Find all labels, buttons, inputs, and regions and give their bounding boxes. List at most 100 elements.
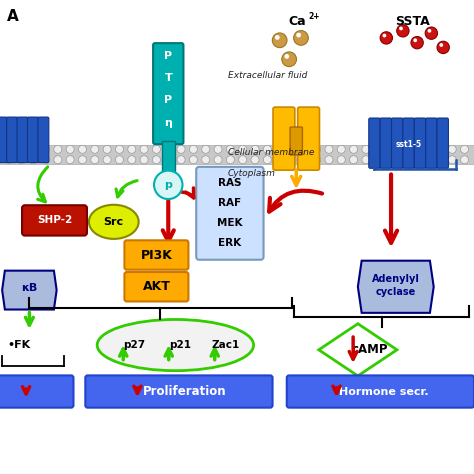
Circle shape [387, 146, 395, 154]
Circle shape [411, 146, 419, 154]
Circle shape [79, 146, 86, 154]
Text: ERK: ERK [219, 238, 241, 248]
FancyBboxPatch shape [298, 107, 319, 170]
Text: Zac1: Zac1 [212, 340, 240, 350]
FancyBboxPatch shape [22, 205, 87, 236]
Circle shape [383, 34, 386, 37]
Circle shape [424, 155, 432, 164]
Circle shape [411, 155, 419, 164]
Circle shape [251, 155, 259, 164]
Text: PI3K: PI3K [140, 248, 173, 262]
Circle shape [66, 155, 74, 164]
Text: κB: κB [21, 283, 37, 293]
FancyBboxPatch shape [0, 375, 73, 408]
Circle shape [313, 146, 320, 154]
Text: Ca: Ca [288, 15, 306, 28]
Text: SHP-2: SHP-2 [37, 215, 72, 226]
Circle shape [301, 155, 309, 164]
FancyBboxPatch shape [7, 117, 18, 163]
FancyBboxPatch shape [0, 145, 474, 164]
Circle shape [17, 155, 25, 164]
Circle shape [79, 155, 86, 164]
Circle shape [448, 146, 456, 154]
Circle shape [425, 27, 438, 39]
Circle shape [116, 146, 123, 154]
FancyBboxPatch shape [426, 118, 437, 168]
Circle shape [461, 155, 469, 164]
Circle shape [264, 146, 271, 154]
Circle shape [296, 33, 301, 37]
Polygon shape [2, 271, 57, 310]
Circle shape [288, 155, 296, 164]
Circle shape [294, 30, 308, 45]
Text: Src: Src [104, 217, 124, 227]
Circle shape [301, 146, 309, 154]
Circle shape [439, 43, 443, 47]
Polygon shape [358, 261, 434, 313]
Circle shape [227, 146, 234, 154]
Circle shape [313, 155, 320, 164]
Circle shape [424, 146, 432, 154]
Circle shape [103, 146, 111, 154]
FancyBboxPatch shape [369, 118, 380, 168]
Circle shape [399, 27, 403, 30]
Circle shape [337, 146, 345, 154]
Circle shape [128, 146, 136, 154]
Circle shape [275, 35, 280, 40]
Text: SSTA: SSTA [395, 15, 430, 28]
Ellipse shape [97, 319, 254, 371]
Text: p27: p27 [124, 340, 146, 350]
Polygon shape [319, 324, 397, 376]
Text: p: p [164, 180, 172, 190]
Circle shape [461, 146, 469, 154]
Circle shape [411, 36, 423, 49]
Circle shape [374, 155, 383, 164]
Text: p21: p21 [169, 340, 191, 350]
Text: cAMP: cAMP [351, 343, 388, 356]
FancyBboxPatch shape [153, 43, 183, 144]
Circle shape [214, 155, 222, 164]
Circle shape [362, 155, 370, 164]
Circle shape [272, 33, 287, 47]
Text: η: η [164, 118, 172, 128]
Circle shape [387, 155, 395, 164]
FancyBboxPatch shape [392, 118, 403, 168]
Text: Hormone secr.: Hormone secr. [339, 386, 429, 397]
Circle shape [202, 155, 210, 164]
Circle shape [66, 146, 74, 154]
Circle shape [17, 146, 25, 154]
Text: MEK: MEK [217, 218, 243, 228]
Circle shape [437, 41, 449, 54]
Circle shape [177, 155, 185, 164]
Circle shape [153, 146, 161, 154]
Circle shape [154, 171, 182, 199]
Circle shape [153, 155, 161, 164]
Circle shape [380, 32, 392, 44]
Circle shape [91, 146, 99, 154]
Circle shape [29, 155, 37, 164]
Circle shape [264, 155, 271, 164]
Text: AKT: AKT [143, 280, 170, 293]
Circle shape [325, 146, 333, 154]
Circle shape [374, 146, 383, 154]
FancyBboxPatch shape [85, 375, 273, 408]
Circle shape [239, 146, 247, 154]
Circle shape [362, 146, 370, 154]
Text: RAF: RAF [219, 198, 241, 209]
FancyBboxPatch shape [437, 118, 448, 168]
Circle shape [190, 155, 197, 164]
Circle shape [282, 52, 297, 66]
Circle shape [165, 155, 173, 164]
FancyBboxPatch shape [273, 107, 295, 170]
Text: Cellular membrane: Cellular membrane [228, 148, 314, 157]
Circle shape [140, 146, 148, 154]
Circle shape [325, 155, 333, 164]
Circle shape [116, 155, 123, 164]
Circle shape [337, 155, 345, 164]
Circle shape [239, 155, 247, 164]
Circle shape [128, 155, 136, 164]
Circle shape [42, 155, 50, 164]
Text: T: T [164, 73, 172, 83]
Circle shape [276, 146, 283, 154]
Circle shape [165, 146, 173, 154]
